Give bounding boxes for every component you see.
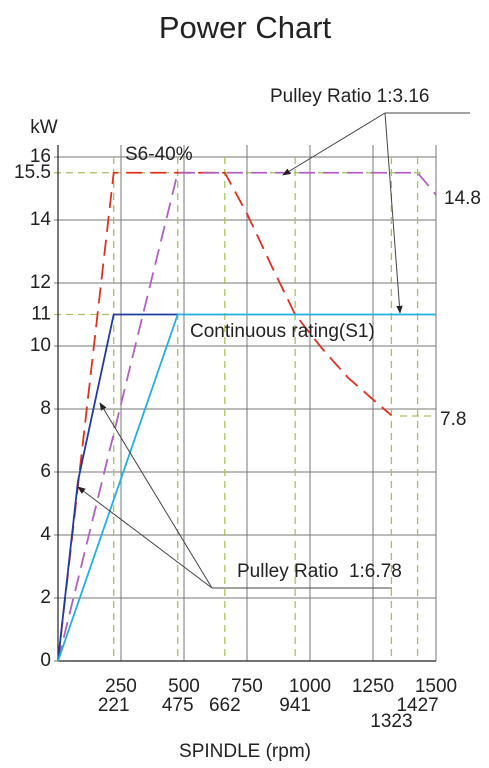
y-tick-label: 8 bbox=[40, 398, 51, 419]
y-tick-label: 0 bbox=[40, 650, 51, 671]
arrow bbox=[282, 112, 386, 176]
x-tick-label: 750 bbox=[231, 676, 263, 697]
arrow bbox=[99, 402, 213, 589]
chart-title: Power Chart bbox=[159, 10, 332, 45]
series-line bbox=[57, 171, 437, 662]
y-tick-label: 4 bbox=[40, 524, 51, 545]
x-tick-label: 941 bbox=[279, 695, 311, 716]
x-tick-label: 1000 bbox=[289, 676, 331, 697]
arrow bbox=[384, 112, 403, 314]
x-tick-label: 1500 bbox=[415, 676, 457, 697]
grid bbox=[54, 145, 437, 662]
x-tick-label: 1323 bbox=[370, 711, 412, 732]
x-tick-label: 250 bbox=[105, 676, 137, 697]
y-tick-label: 14 bbox=[30, 209, 52, 230]
x-tick-label: 1250 bbox=[352, 676, 394, 697]
x-tick-label: 475 bbox=[162, 695, 194, 716]
annotation: S6-40% bbox=[125, 144, 193, 165]
y-tick-label: 11 bbox=[31, 304, 51, 325]
x-axis-label: SPINDLE (rpm) bbox=[179, 741, 311, 762]
y-axis-label: kW bbox=[30, 117, 58, 138]
series-line bbox=[57, 171, 392, 662]
y-tick-label: 12 bbox=[30, 272, 51, 293]
annotation: 14.8 bbox=[444, 188, 481, 209]
x-tick-label: 662 bbox=[209, 695, 241, 716]
annotation: Continuous rating(S1) bbox=[190, 321, 375, 342]
y-tick-label: 10 bbox=[30, 335, 51, 356]
y-tick-label: 6 bbox=[40, 461, 51, 482]
y-tick-label: 15.5 bbox=[14, 162, 51, 183]
x-tick-label: 221 bbox=[98, 695, 130, 716]
annotation: 7.8 bbox=[440, 409, 466, 430]
arrow bbox=[77, 486, 213, 589]
series-line bbox=[57, 313, 178, 662]
plot bbox=[57, 171, 437, 662]
series-line bbox=[57, 313, 436, 662]
y-tick-label: 2 bbox=[40, 587, 51, 608]
leaders bbox=[77, 112, 470, 589]
annotation: Pulley Ratio 1:6.78 bbox=[237, 561, 402, 582]
x-tick-label: 1427 bbox=[396, 695, 438, 716]
x-tick-label: 500 bbox=[168, 676, 200, 697]
annotation: Pulley Ratio 1:3.16 bbox=[270, 86, 430, 107]
y-tick-label: 16 bbox=[30, 146, 51, 167]
